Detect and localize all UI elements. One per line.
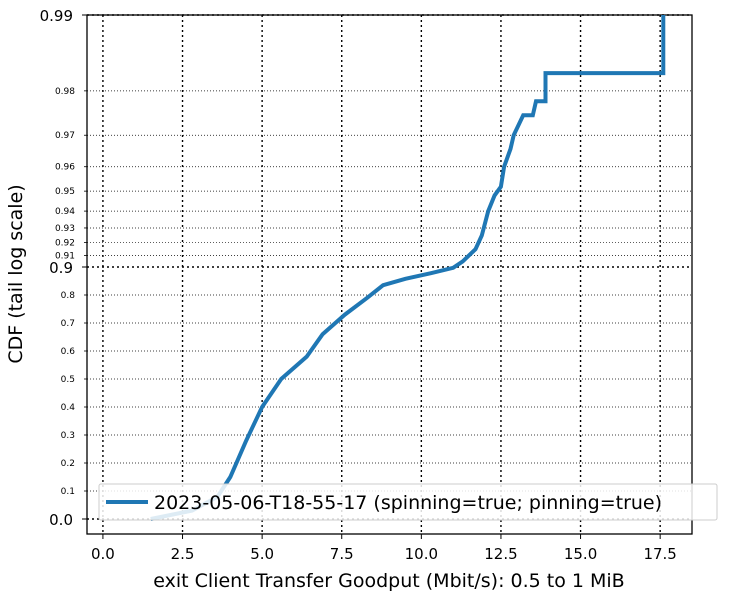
y-minor-tick-label: 0.7	[61, 319, 75, 329]
x-axis-label: exit Client Transfer Goodput (Mbit/s): 0…	[153, 570, 624, 592]
x-tick-label: 5.0	[250, 545, 274, 563]
legend: 2023-05-06-T18-55-17 (spinning=true; pin…	[98, 483, 718, 521]
x-tick-label: 17.5	[643, 545, 676, 563]
y-minor-tick-label: 0.2	[61, 459, 75, 469]
x-tick-label: 0.0	[91, 545, 115, 563]
y-minor-tick-label: 0.96	[55, 163, 75, 173]
y-minor-tick-label: 0.3	[61, 431, 75, 441]
x-tick-label: 7.5	[330, 545, 354, 563]
cdf-series-line	[150, 15, 666, 521]
plot-frame	[86, 14, 693, 535]
x-tick-label: 2.5	[171, 545, 195, 563]
y-major-tick-label: 0.99	[40, 7, 73, 25]
y-minor-tick-label: 0.93	[55, 224, 75, 234]
y-minor-tick-label: 0.4	[61, 403, 76, 413]
y-minor-tick-label: 0.8	[61, 291, 76, 301]
y-axis-label: CDF (tail log scale)	[5, 184, 27, 363]
tick-layer: 0.0 2.5 5.0 7.5 10.0 12.5 15.0 17.5 0.1 0.2 0.3 0.4…	[40, 7, 677, 563]
y-minor-tick-label: 0.1	[61, 487, 75, 497]
y-minor-tick-label: 0.92	[55, 239, 75, 249]
y-major-tick-label: 0.9	[49, 259, 73, 277]
y-major-tick-label: 0.0	[49, 511, 73, 529]
series-layer	[150, 15, 666, 521]
y-minor-tick-label: 0.95	[55, 187, 75, 197]
grid-lines	[87, 14, 692, 534]
y-minor-tick-label: 0.5	[61, 375, 75, 385]
legend-box	[98, 483, 718, 521]
y-minor-tick-label: 0.6	[61, 347, 76, 357]
y-minor-tick-label: 0.98	[55, 87, 75, 97]
x-tick-label: 15.0	[564, 545, 597, 563]
y-minor-tick-label: 0.91	[55, 251, 75, 261]
x-tick-label: 10.0	[405, 545, 438, 563]
legend-series-label: 2023-05-06-T18-55-17 (spinning=true; pin…	[154, 492, 662, 514]
y-minor-tick-label: 0.97	[55, 131, 75, 141]
x-tick-label: 12.5	[484, 545, 517, 563]
y-minor-tick-label: 0.94	[55, 207, 75, 217]
